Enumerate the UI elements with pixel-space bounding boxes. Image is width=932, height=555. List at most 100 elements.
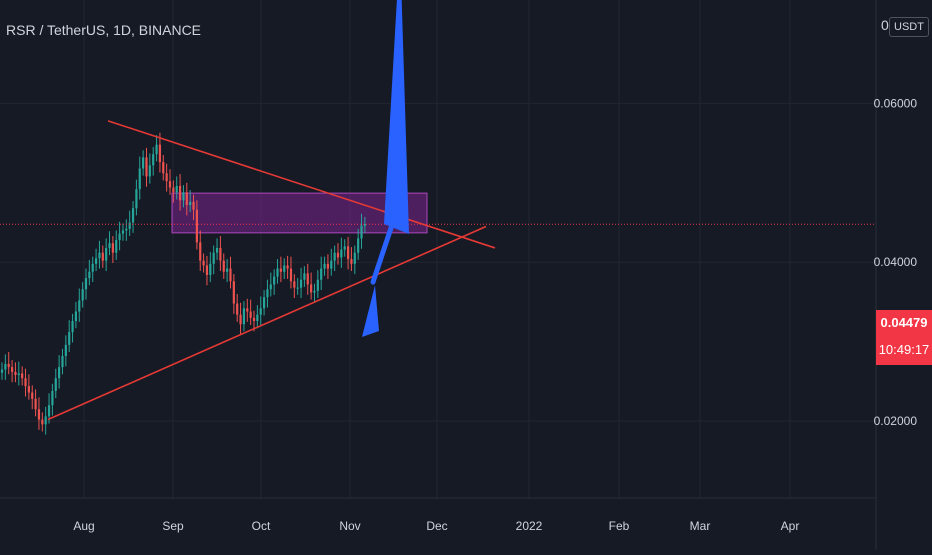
candle-body bbox=[51, 390, 54, 406]
candle-body bbox=[222, 260, 225, 272]
candle-body bbox=[215, 247, 219, 253]
candle-body bbox=[286, 265, 289, 269]
candle-body bbox=[7, 363, 10, 368]
candle-body bbox=[58, 367, 61, 379]
candle-body bbox=[363, 224, 366, 226]
candle-body bbox=[24, 378, 27, 387]
candle-body bbox=[266, 289, 269, 298]
symbol-title[interactable]: RSR / TetherUS, 1D, BINANCE bbox=[6, 22, 202, 38]
x-tick-label: Nov bbox=[339, 519, 360, 533]
candle-body bbox=[289, 268, 293, 282]
currency-badge[interactable]: USDT bbox=[889, 17, 929, 37]
candle-body bbox=[350, 259, 353, 264]
candle-body bbox=[252, 317, 256, 322]
candle-body bbox=[296, 287, 299, 289]
candle-body bbox=[64, 344, 67, 356]
candle-body bbox=[310, 284, 313, 293]
candle-body bbox=[306, 273, 309, 285]
candle-body bbox=[256, 314, 259, 322]
candle-body bbox=[108, 243, 111, 248]
candle-body bbox=[61, 355, 64, 368]
candle-body bbox=[326, 263, 330, 269]
candle-body bbox=[142, 157, 145, 169]
y-tick-label: 0.02000 bbox=[874, 414, 918, 428]
candle-body bbox=[165, 173, 168, 182]
x-tick-label: Aug bbox=[73, 519, 94, 533]
candle-body bbox=[185, 192, 188, 206]
x-tick-label: 2022 bbox=[516, 519, 543, 533]
candle-body bbox=[158, 144, 162, 163]
y-tick-label: 0.04000 bbox=[874, 255, 918, 269]
candle-body bbox=[212, 252, 215, 264]
candle-body bbox=[353, 252, 356, 264]
candle-body bbox=[236, 303, 239, 315]
candle-body bbox=[115, 239, 118, 253]
candle-body bbox=[17, 373, 20, 376]
candle-body bbox=[84, 278, 88, 290]
arrow-head bbox=[384, 0, 409, 234]
candle-body bbox=[168, 181, 172, 188]
zone-layer bbox=[171, 192, 428, 234]
candle-body bbox=[189, 201, 192, 206]
time-axis[interactable]: Aug Sep Oct Nov Dec 2022 Feb Mar Apr bbox=[73, 519, 799, 533]
candle-body bbox=[316, 279, 319, 291]
candle-body bbox=[128, 222, 131, 229]
candle-body bbox=[299, 279, 303, 288]
candle-body bbox=[209, 263, 212, 275]
candle-body bbox=[293, 281, 296, 288]
candle-body bbox=[47, 405, 51, 417]
candle-body bbox=[101, 252, 104, 261]
candle-body bbox=[0, 369, 4, 373]
last-price-tag: 0.04479 bbox=[876, 310, 932, 335]
candle-body bbox=[199, 242, 202, 261]
candle-body bbox=[162, 162, 165, 174]
candle-layer bbox=[0, 132, 876, 435]
candle-body bbox=[175, 185, 178, 193]
candle-body bbox=[54, 378, 57, 391]
candle-body bbox=[4, 363, 7, 370]
candle-body bbox=[303, 273, 306, 280]
x-tick-label: Mar bbox=[690, 519, 711, 533]
candle-body bbox=[118, 233, 121, 240]
candle-body bbox=[242, 308, 246, 325]
candle-body bbox=[88, 271, 91, 279]
x-tick-label: Dec bbox=[426, 519, 447, 533]
candle-body bbox=[283, 265, 286, 272]
candle-body bbox=[313, 290, 316, 293]
x-tick-label: Oct bbox=[252, 519, 271, 533]
candle-body bbox=[155, 144, 158, 155]
candle-body bbox=[262, 297, 266, 309]
candle-body bbox=[320, 268, 323, 280]
candle-body bbox=[232, 281, 235, 304]
candle-body bbox=[239, 314, 242, 325]
candle-body bbox=[121, 230, 125, 234]
candle-body bbox=[98, 252, 101, 259]
candle-body bbox=[202, 260, 205, 266]
candle-body bbox=[148, 165, 151, 177]
candle-body bbox=[333, 252, 336, 261]
candle-body bbox=[330, 260, 333, 269]
x-tick-label: Sep bbox=[162, 519, 184, 533]
trendline bbox=[47, 225, 487, 421]
candle-body bbox=[279, 268, 282, 272]
candle-body bbox=[357, 238, 360, 253]
candle-body bbox=[259, 308, 262, 315]
candle-body bbox=[138, 168, 141, 190]
candle-body bbox=[249, 311, 252, 318]
candle-body bbox=[78, 300, 81, 312]
arrow-tail-head bbox=[362, 285, 379, 337]
grid-layer bbox=[0, 0, 876, 498]
candle-body bbox=[91, 263, 94, 272]
candle-body bbox=[14, 371, 17, 376]
candle-body bbox=[360, 225, 363, 239]
candle-body bbox=[340, 249, 343, 258]
candle-body bbox=[41, 419, 44, 425]
candle-body bbox=[152, 154, 155, 166]
candle-body bbox=[226, 268, 229, 272]
countdown-tag: 10:49:17 bbox=[876, 335, 932, 365]
candle-body bbox=[105, 247, 108, 261]
